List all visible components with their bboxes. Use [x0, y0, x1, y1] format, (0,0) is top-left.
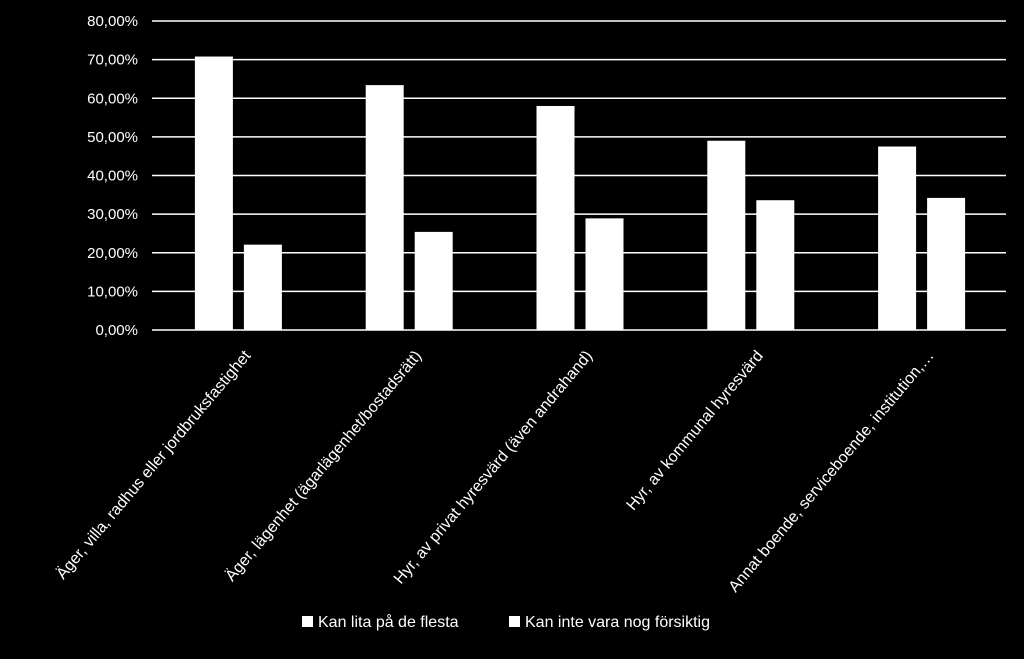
- bar-kan-lita-3: [707, 140, 746, 330]
- y-tick-label: 30,00%: [87, 206, 138, 223]
- y-tick-label: 50,00%: [87, 129, 138, 146]
- category-label: Hyr, av kommunal hyresvärd: [624, 348, 767, 514]
- legend-label: Kan inte vara nog försiktig: [525, 614, 710, 631]
- bar-kan-inte-0: [243, 244, 282, 330]
- y-axis-tick-labels: 0,00% 10,00% 20,00% 30,00% 40,00% 50,00% 60,00…: [87, 13, 138, 339]
- bar-kan-lita-0: [194, 56, 233, 330]
- bar-kan-lita-2: [536, 105, 575, 330]
- x-axis-category-labels: Äger, villa, radhus eller jordbruksfasti…: [53, 347, 938, 596]
- y-tick-label: 60,00%: [87, 90, 138, 107]
- y-tick-label: 20,00%: [87, 245, 138, 262]
- y-tick-label: 10,00%: [87, 283, 138, 300]
- legend: Kan lita på de flesta Kan inte vara nog f…: [302, 613, 710, 631]
- bar-kan-inte-2: [585, 218, 624, 330]
- bars: [194, 56, 966, 331]
- bar-kan-inte-4: [927, 197, 966, 330]
- legend-swatch: [509, 616, 520, 627]
- category-label: Äger, lägenhet (ägarlägenhet/bostadsrätt…: [222, 347, 426, 585]
- category-label: Annat boende, serviceboende, institution…: [726, 348, 938, 596]
- y-tick-label: 70,00%: [87, 52, 138, 69]
- bar-kan-lita-4: [878, 146, 917, 330]
- y-tick-label: 40,00%: [87, 168, 138, 185]
- bar-kan-inte-1: [414, 231, 453, 330]
- bar-kan-lita-1: [365, 85, 404, 331]
- category-label: Hyr, av privat hyresvärd (även andrahand…: [391, 348, 596, 588]
- bar-kan-inte-3: [756, 200, 795, 330]
- y-tick-label: 80,00%: [87, 13, 138, 30]
- legend-label: Kan lita på de flesta: [318, 613, 459, 631]
- category-label: Äger, villa, radhus eller jordbruksfasti…: [53, 347, 255, 583]
- legend-swatch: [302, 616, 313, 627]
- gridlines: [152, 20, 1006, 331]
- y-tick-label: 0,00%: [95, 322, 138, 339]
